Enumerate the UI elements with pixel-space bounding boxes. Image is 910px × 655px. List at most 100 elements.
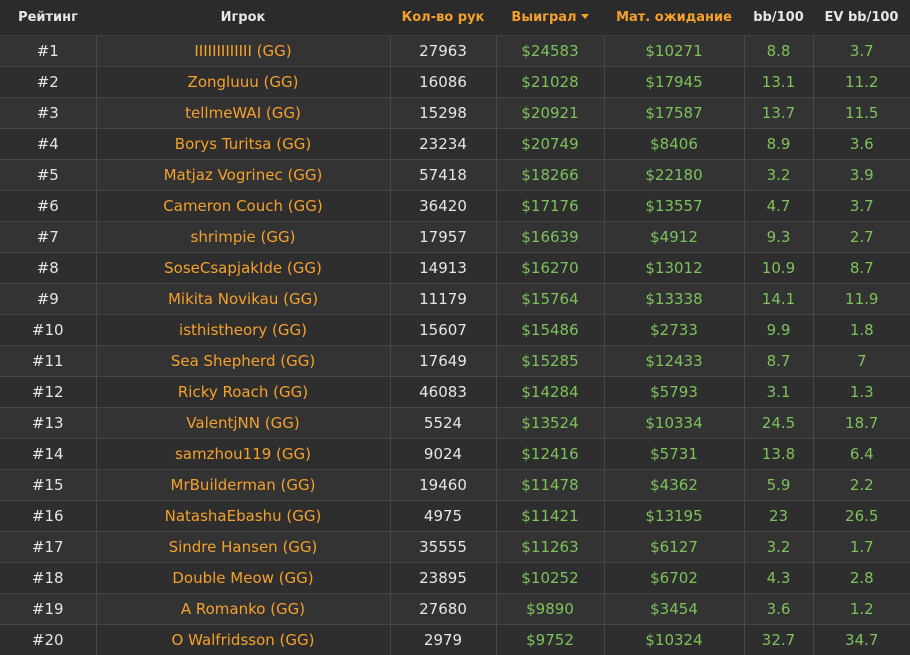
rank-cell: #16 [0,501,96,532]
won-cell: $15764 [496,284,604,315]
evbb100-cell: 7 [813,346,910,377]
bb100-cell: 8.8 [744,36,813,67]
evbb100-cell: 3.9 [813,160,910,191]
ev-cell: $5793 [604,377,744,408]
header-hands[interactable]: Кол-во рук [390,0,496,36]
player-link[interactable]: Zongluuu (GG) [96,67,390,98]
won-cell: $10252 [496,563,604,594]
hands-cell: 5524 [390,408,496,439]
player-link[interactable]: samzhou119 (GG) [96,439,390,470]
player-link[interactable]: Ricky Roach (GG) [96,377,390,408]
evbb100-cell: 18.7 [813,408,910,439]
table-header: Рейтинг Игрок Кол-во рук Выиграл Мат. ож… [0,0,910,36]
rank-cell: #13 [0,408,96,439]
player-link[interactable]: Cameron Couch (GG) [96,191,390,222]
bb100-cell: 3.2 [744,532,813,563]
rank-cell: #9 [0,284,96,315]
rank-cell: #19 [0,594,96,625]
bb100-cell: 13.1 [744,67,813,98]
header-bb100[interactable]: bb/100 [744,0,813,36]
won-cell: $20749 [496,129,604,160]
evbb100-cell: 2.2 [813,470,910,501]
player-link[interactable]: O Walfridsson (GG) [96,625,390,655]
won-cell: $9890 [496,594,604,625]
player-link[interactable]: ValentjNN (GG) [96,408,390,439]
hands-cell: 16086 [390,67,496,98]
evbb100-cell: 1.3 [813,377,910,408]
player-link[interactable]: NatashaEbashu (GG) [96,501,390,532]
hands-cell: 27680 [390,594,496,625]
evbb100-cell: 1.7 [813,532,910,563]
hands-cell: 14913 [390,253,496,284]
bb100-cell: 9.9 [744,315,813,346]
player-link[interactable]: tellmeWAI (GG) [96,98,390,129]
header-won-label: Выиграл [511,10,576,25]
evbb100-cell: 1.2 [813,594,910,625]
player-link[interactable]: Borys Turitsa (GG) [96,129,390,160]
hands-cell: 9024 [390,439,496,470]
player-link[interactable]: Mikita Novikau (GG) [96,284,390,315]
won-cell: $21028 [496,67,604,98]
player-link[interactable]: isthistheory (GG) [96,315,390,346]
rank-cell: #5 [0,160,96,191]
bb100-cell: 13.8 [744,439,813,470]
won-cell: $16270 [496,253,604,284]
hands-cell: 57418 [390,160,496,191]
rank-cell: #20 [0,625,96,655]
evbb100-cell: 11.2 [813,67,910,98]
player-link[interactable]: IIIIIIIIIIIII (GG) [96,36,390,67]
won-cell: $16639 [496,222,604,253]
ev-cell: $8406 [604,129,744,160]
won-cell: $11478 [496,470,604,501]
header-ev[interactable]: Мат. ожидание [604,0,744,36]
evbb100-cell: 1.8 [813,315,910,346]
player-link[interactable]: shrimpie (GG) [96,222,390,253]
hands-cell: 4975 [390,501,496,532]
evbb100-cell: 11.5 [813,98,910,129]
player-link[interactable]: Double Meow (GG) [96,563,390,594]
rank-cell: #18 [0,563,96,594]
hands-cell: 36420 [390,191,496,222]
bb100-cell: 4.7 [744,191,813,222]
won-cell: $13524 [496,408,604,439]
evbb100-cell: 3.6 [813,129,910,160]
player-link[interactable]: Sea Shepherd (GG) [96,346,390,377]
header-rank[interactable]: Рейтинг [0,0,96,36]
header-player[interactable]: Игрок [96,0,390,36]
ev-cell: $3454 [604,594,744,625]
player-link[interactable]: Sindre Hansen (GG) [96,532,390,563]
player-link[interactable]: Matjaz Vogrinec (GG) [96,160,390,191]
player-link[interactable]: A Romanko (GG) [96,594,390,625]
header-won[interactable]: Выиграл [496,0,604,36]
evbb100-cell: 11.9 [813,284,910,315]
won-cell: $18266 [496,160,604,191]
hands-cell: 27963 [390,36,496,67]
header-row: Рейтинг Игрок Кол-во рук Выиграл Мат. ож… [0,0,910,36]
player-link[interactable]: SoseCsapjakIde (GG) [96,253,390,284]
header-evbb100[interactable]: EV bb/100 [813,0,910,36]
rank-cell: #7 [0,222,96,253]
player-link[interactable]: MrBuilderman (GG) [96,470,390,501]
rank-cell: #12 [0,377,96,408]
